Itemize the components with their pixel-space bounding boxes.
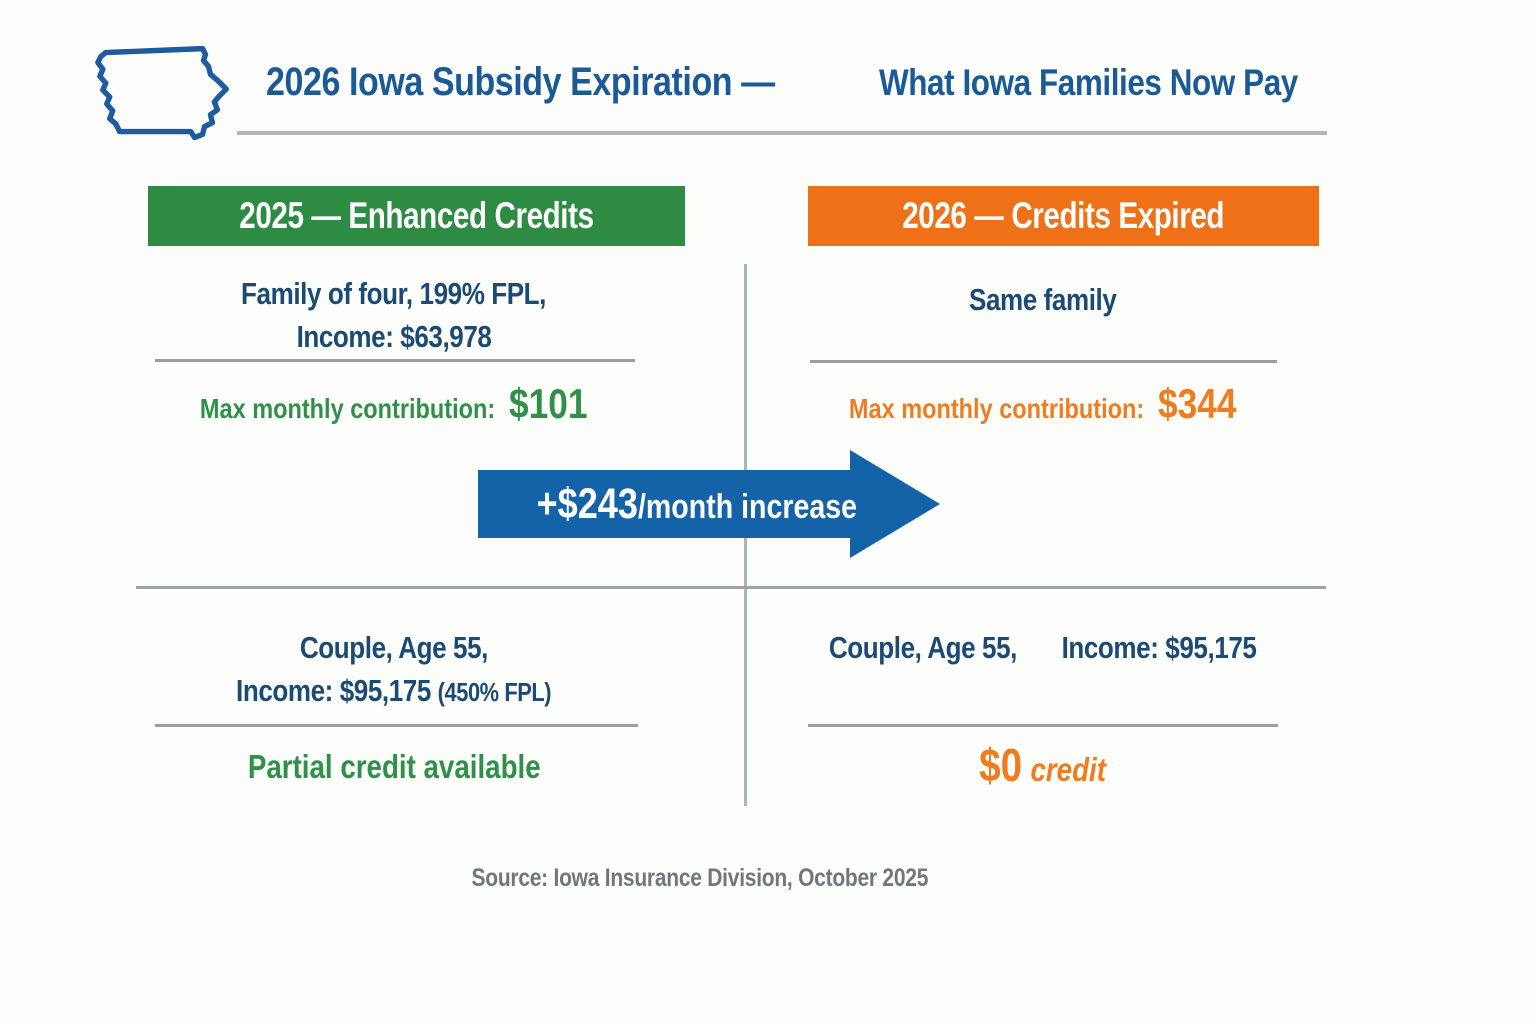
column-header-2026: 2026 — Credits Expired bbox=[808, 186, 1319, 246]
couple-scenario-2026-line1: Couple, Age 55, bbox=[828, 630, 1018, 665]
increase-arrow: +$243/month increase bbox=[478, 448, 940, 560]
couple-scenario-2026-underline bbox=[808, 724, 1278, 727]
iowa-state-icon bbox=[95, 45, 229, 141]
family-scenario-2025-underline bbox=[155, 359, 635, 362]
max-contribution-2025-label: Max monthly contribution: bbox=[200, 393, 496, 424]
title-divider bbox=[237, 131, 1327, 135]
couple-scenario-2026: Couple, Age 55, Income: $95,175 bbox=[808, 626, 1278, 669]
family-scenario-2025-line1: Family of four, 199% FPL, bbox=[241, 276, 547, 311]
source-attribution-text: Source: Iowa Insurance Division, October… bbox=[471, 864, 929, 892]
couple-scenario-2025: Couple, Age 55, Income: $95,175 (450% FPL… bbox=[150, 626, 638, 714]
max-contribution-2025: Max monthly contribution: $101 bbox=[150, 380, 638, 428]
max-contribution-2026-label: Max monthly contribution: bbox=[849, 393, 1145, 424]
couple-scenario-2026-income: Income: $95,175 bbox=[1061, 630, 1257, 665]
family-scenario-2026: Same family bbox=[808, 278, 1278, 321]
couple-scenario-2025-income: Income: $95,175 bbox=[236, 673, 432, 708]
horizontal-row-divider bbox=[136, 586, 1326, 589]
couple-scenario-2025-line1: Couple, Age 55, bbox=[299, 630, 489, 665]
right-arrow-icon bbox=[478, 450, 940, 558]
couple-scenario-2025-fpl-note: (450% FPL) bbox=[438, 677, 552, 707]
couple-result-2025-label: Partial credit available bbox=[247, 748, 541, 785]
max-contribution-2026: Max monthly contribution: $344 bbox=[808, 380, 1278, 428]
page-title: 2026 Iowa Subsidy Expiration — What Iowa… bbox=[266, 60, 1371, 105]
column-header-2026-label: 2026 — Credits Expired bbox=[902, 195, 1225, 236]
source-attribution: Source: Iowa Insurance Division, October… bbox=[400, 864, 1000, 893]
couple-result-2026-value: $0 bbox=[979, 739, 1023, 791]
couple-scenario-2025-underline bbox=[155, 724, 638, 727]
family-scenario-2025: Family of four, 199% FPL, Income: $63,97… bbox=[150, 272, 638, 358]
column-header-2025-label: 2025 — Enhanced Credits bbox=[239, 195, 594, 236]
family-scenario-2025-line2: Income: $63,978 bbox=[296, 319, 492, 354]
couple-result-2026-label: credit bbox=[1030, 751, 1107, 788]
increase-suffix: /month increase bbox=[638, 487, 858, 526]
family-scenario-2026-underline bbox=[810, 360, 1277, 363]
column-header-2025: 2025 — Enhanced Credits bbox=[148, 186, 685, 246]
page-title-main: 2026 Iowa Subsidy Expiration — bbox=[266, 60, 775, 104]
max-contribution-2025-value: $101 bbox=[509, 380, 588, 427]
increase-arrow-label: +$243/month increase bbox=[478, 448, 916, 560]
max-contribution-2026-value: $344 bbox=[1158, 380, 1237, 427]
page-title-secondary: What Iowa Families Now Pay bbox=[878, 62, 1298, 103]
couple-result-2025: Partial credit available bbox=[150, 748, 638, 786]
increase-amount: +$243 bbox=[536, 479, 639, 528]
couple-result-2026: $0 credit bbox=[808, 738, 1278, 792]
family-scenario-2026-line1: Same family bbox=[969, 282, 1117, 317]
